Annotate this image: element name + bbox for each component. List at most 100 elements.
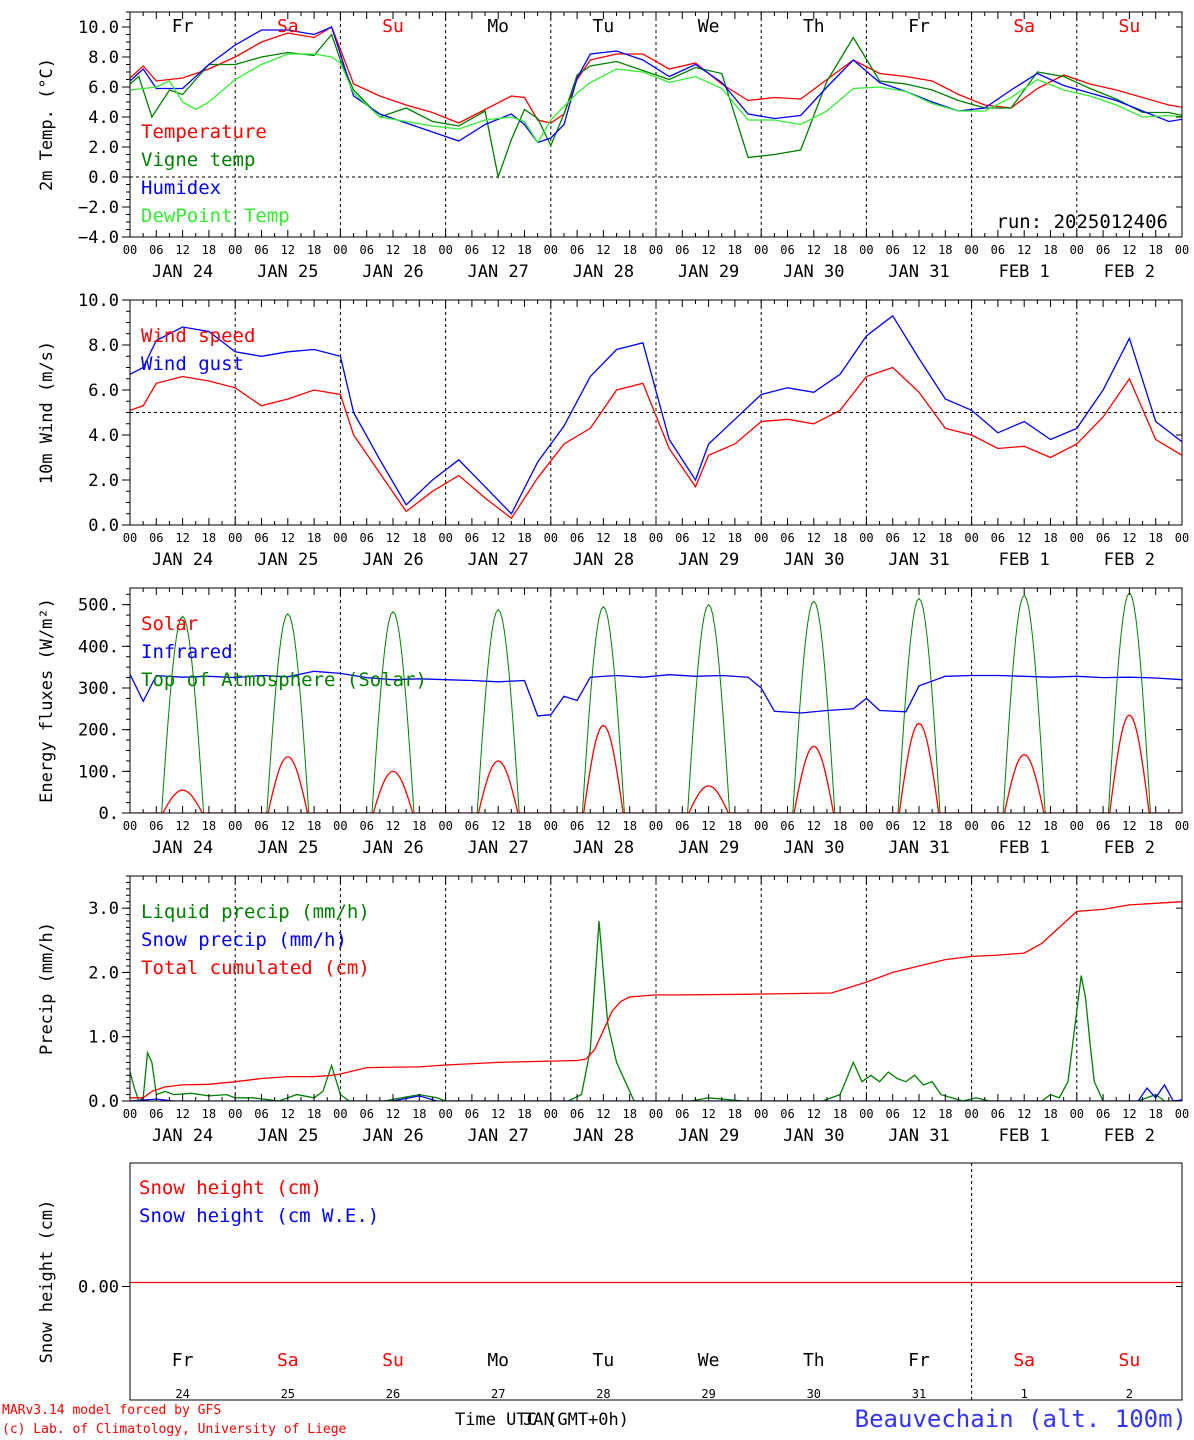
- panel-energy-hour-label: 12: [491, 819, 505, 833]
- panel-temperature-date-label: JAN 27: [467, 262, 528, 282]
- legend-top-of-atmosphere-solar: Top of Atmosphere (Solar): [141, 669, 427, 691]
- weekday-label-top: Th: [803, 16, 825, 37]
- panel-precip-date-label: JAN 24: [152, 1126, 213, 1146]
- panel-energy-hour-label: 06: [1096, 819, 1110, 833]
- panel-temperature-hour-label: 00: [964, 243, 978, 257]
- legend-dewpoint-temp: DewPoint Temp: [141, 205, 290, 227]
- panel-temperature-hour-label: 12: [701, 243, 715, 257]
- panel-temperature-hour-label: 12: [281, 243, 295, 257]
- panel-precip-y-axis-title: Precip (mm/h): [37, 922, 57, 1055]
- weekday-label-top: Su: [382, 16, 404, 37]
- panel-precip-date-label: JAN 28: [573, 1126, 634, 1146]
- panel-energy-hour-label: 00: [228, 819, 242, 833]
- panel-wind-hour-label: 06: [149, 531, 163, 545]
- panel-precip-hour-label: 00: [1070, 1107, 1084, 1121]
- day-number-label: 1: [1021, 1387, 1028, 1401]
- panel-precip-hour-label: 18: [728, 1107, 742, 1121]
- panel-precip-hour-label: 12: [701, 1107, 715, 1121]
- panel-wind-date-label: FEB 1: [999, 550, 1050, 570]
- panel-wind-hour-label: 18: [517, 531, 531, 545]
- panel-snow-y-axis-title: Snow height (cm): [37, 1200, 57, 1364]
- panel-precip-date-label: JAN 31: [888, 1126, 949, 1146]
- panel-wind-date-label: JAN 28: [573, 550, 634, 570]
- credit-line-1: MARv3.14 model forced by GFS: [2, 1403, 221, 1418]
- panel-wind-hour-label: 06: [254, 531, 268, 545]
- panel-precip-date-label: JAN 25: [257, 1126, 318, 1146]
- panel-wind-hour-label: 12: [1017, 531, 1031, 545]
- weekday-label-bottom: Sa: [1013, 1350, 1035, 1371]
- panel-wind-hour-label: 00: [754, 531, 768, 545]
- panel-wind-hour-label: 00: [649, 531, 663, 545]
- weekday-label-top: Su: [1119, 16, 1141, 37]
- panel-energy-hour-label: 06: [359, 819, 373, 833]
- panel-wind-hour-label: 12: [175, 531, 189, 545]
- panel-precip-hour-label: 00: [123, 1107, 137, 1121]
- weekday-label-bottom: Su: [382, 1350, 404, 1371]
- panel-temperature-hour-label: 00: [1070, 243, 1084, 257]
- weekday-label-bottom: Fr: [172, 1350, 194, 1371]
- panel-energy-hour-label: 12: [596, 819, 610, 833]
- weekday-label-bottom: Su: [1119, 1350, 1141, 1371]
- wind-gust-line: [130, 314, 1182, 515]
- panel-temperature-hour-label: 18: [938, 243, 952, 257]
- panel-wind-date-label: JAN 29: [678, 550, 739, 570]
- panel-wind-hour-label: 12: [807, 531, 821, 545]
- day-number-label: 26: [386, 1387, 400, 1401]
- panel-precip-hour-label: 00: [228, 1107, 242, 1121]
- panel-wind-hour-label: 12: [1122, 531, 1136, 545]
- panel-temperature-hour-label: 12: [491, 243, 505, 257]
- panel-temperature-y-tick-label: 0.0: [88, 168, 119, 188]
- panel-precip-hour-label: 06: [675, 1107, 689, 1121]
- panel-energy-y-tick-label: 0.: [99, 804, 119, 824]
- panel-precip-hour-label: 06: [885, 1107, 899, 1121]
- panel-energy-hour-label: 12: [175, 819, 189, 833]
- series-layer: [130, 26, 1182, 1284]
- panel-wind-hour-label: 06: [465, 531, 479, 545]
- panel-precip-hour-label: 12: [281, 1107, 295, 1121]
- panel-energy-hour-label: 00: [123, 819, 137, 833]
- panel-precip-hour-label: 12: [175, 1107, 189, 1121]
- panel-temperature-date-label: JAN 24: [152, 262, 213, 282]
- panel-precip-hour-label: 18: [307, 1107, 321, 1121]
- panel-temperature-y-tick-label: −4.0: [78, 228, 119, 248]
- day-number-label: 31: [912, 1387, 926, 1401]
- panel-energy-hour-label: 00: [859, 819, 873, 833]
- day-number-label: 24: [175, 1387, 189, 1401]
- weekday-label-bottom: Fr: [908, 1350, 930, 1371]
- panel-energy-hour-label: 12: [281, 819, 295, 833]
- panel-temperature-hour-label: 18: [1148, 243, 1162, 257]
- panel-energy-hour-label: 00: [1175, 819, 1189, 833]
- panel-temperature-hour-label: 00: [859, 243, 873, 257]
- day-number-label: 28: [596, 1387, 610, 1401]
- panel-precip-hour-label: 18: [938, 1107, 952, 1121]
- panel-wind-date-label: JAN 25: [257, 550, 318, 570]
- panel-temperature-hour-label: 06: [570, 243, 584, 257]
- weekday-label-top: We: [698, 16, 720, 37]
- panel-temperature-hour-label: 06: [359, 243, 373, 257]
- location-label: Beauvechain (alt. 100m): [855, 1405, 1187, 1433]
- panel-precip-date-label: JAN 30: [783, 1126, 844, 1146]
- panel-precip-date-label: JAN 27: [467, 1126, 528, 1146]
- panel-energy-date-label: JAN 27: [467, 838, 528, 858]
- legend-temperature: Temperature: [141, 121, 267, 143]
- panel-energy-hour-label: 06: [149, 819, 163, 833]
- panel-wind-hour-label: 18: [728, 531, 742, 545]
- panel-wind-y-tick-label: 2.0: [88, 471, 119, 491]
- panel-energy-hour-label: 18: [622, 819, 636, 833]
- panel-wind-hour-label: 00: [544, 531, 558, 545]
- legend-humidex: Humidex: [141, 177, 221, 199]
- panel-precip-hour-label: 18: [1043, 1107, 1057, 1121]
- temperature-line: [130, 26, 1182, 124]
- panel-temperature-date-label: JAN 28: [573, 262, 634, 282]
- panel-energy-hour-label: 00: [754, 819, 768, 833]
- panel-temperature-y-axis-title: 2m Temp. (°C): [37, 58, 57, 191]
- panel-temperature-hour-label: 18: [202, 243, 216, 257]
- panel-precip-y-tick-label: 0.0: [88, 1092, 119, 1112]
- panel-temperature-y-tick-label: 10.0: [78, 18, 119, 38]
- panel-precip-hour-label: 12: [912, 1107, 926, 1121]
- legend-snow-precip-mm-h: Snow precip (mm/h): [141, 929, 347, 951]
- time-axis-label-overlap: JAN: [523, 1410, 554, 1430]
- panel-temperature-hour-label: 00: [1175, 243, 1189, 257]
- panel-precip-hour-label: 06: [1096, 1107, 1110, 1121]
- panel-temperature-hour-label: 06: [780, 243, 794, 257]
